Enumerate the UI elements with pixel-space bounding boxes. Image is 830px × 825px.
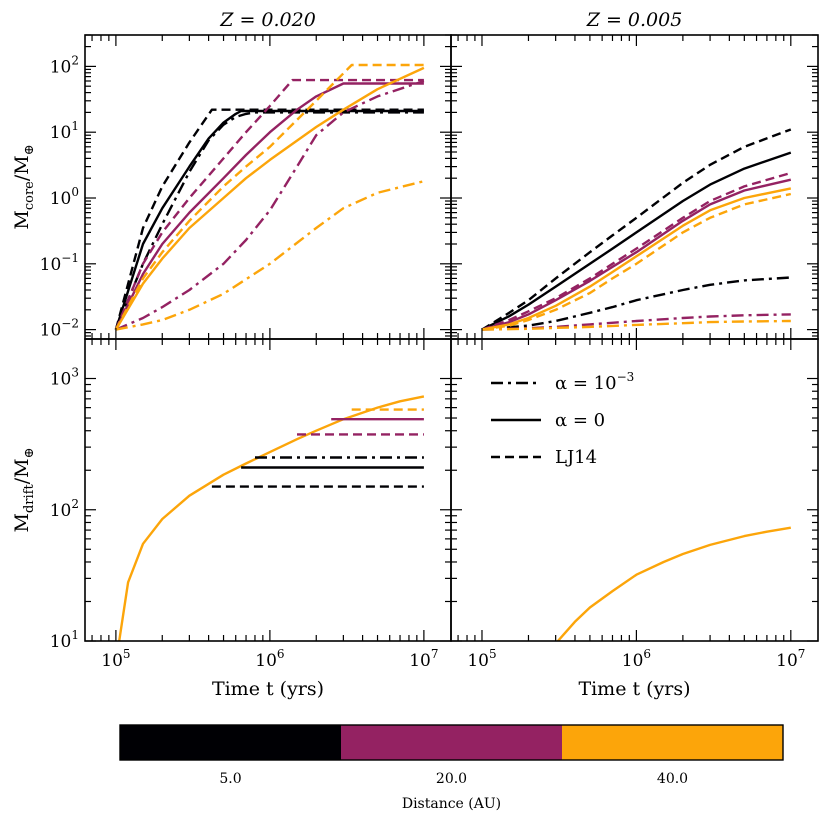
- colorbar-title: Distance (AU): [402, 796, 501, 812]
- series-core-z020-40.0-LJ14: [114, 63, 424, 331]
- series-core-z005-20.0-alpha=0: [481, 178, 792, 331]
- legend-label-dashdot: α = 10−3: [555, 370, 634, 394]
- series-drift-z020-all-drift: [118, 395, 425, 641]
- colorbar-tick-label-20.0: 20.0: [436, 771, 467, 787]
- x-tick-label-drift-z020: 107: [409, 647, 438, 671]
- series-core-z020-5.0-alpha=1e-3: [114, 111, 424, 331]
- series-core-z020-40.0-alpha=0: [114, 66, 425, 331]
- series-layer: [114, 63, 792, 641]
- x-tick-label-drift-z020: 105: [101, 647, 130, 671]
- series-core-z005-5.0-alpha=0: [481, 151, 792, 331]
- x-tick-label-drift-z020: 106: [255, 647, 284, 671]
- x-axis-title-drift-z005: Time t (yrs): [578, 678, 690, 700]
- y-tick-label-drift-z020: 101: [50, 628, 79, 652]
- series-core-z005-5.0-alpha=1e-3: [481, 276, 791, 331]
- x-tick-label-drift-z005: 106: [622, 647, 651, 671]
- x-tick-label-drift-z005: 105: [467, 647, 496, 671]
- panel-frame-drift-z005: [450, 338, 819, 642]
- series-core-z020-20.0-alpha=1e-3: [115, 79, 425, 331]
- series-core-z005-40.0-alpha=0: [481, 187, 792, 331]
- colorbar-frame: [119, 724, 784, 761]
- text-layer: 10−2 10−1 100 101 102 Z = 0.020 Mcore/M⊕ Z = 0.…: [11, 9, 805, 812]
- y-tick-label-drift-z020: 103: [50, 366, 79, 390]
- y-tick-label-core-z020: 102: [50, 53, 79, 77]
- series-core-z020-5.0-alpha=0: [114, 109, 424, 330]
- colorbar-segment-40.0: [562, 725, 784, 760]
- series-core-z005-20.0-alpha=1e-3: [481, 313, 791, 331]
- legend-label-solid: α = 0: [555, 410, 605, 431]
- x-tick-label-drift-z005: 107: [776, 647, 805, 671]
- panel-title-core-z020: Z = 0.020: [219, 9, 316, 31]
- y-axis-title-drift-z020: Mdrift/M⊕: [11, 448, 37, 533]
- x-axis-title-drift-z020: Time t (yrs): [212, 678, 324, 700]
- series-core-z020-20.0-LJ14: [114, 78, 424, 331]
- series-core-z005-40.0-LJ14: [481, 192, 792, 331]
- legend-label-dashed: LJ14: [555, 447, 597, 468]
- colorbar-tick-label-5.0: 5.0: [219, 771, 241, 787]
- series-core-z020-20.0-alpha=0: [114, 82, 424, 331]
- panel-frame-drift-z020: [84, 338, 452, 642]
- series-core-z020-40.0-alpha=1e-3: [115, 180, 425, 331]
- y-tick-label-core-z020: 10−2: [40, 317, 79, 341]
- series-core-z020-5.0-LJ14: [114, 108, 424, 330]
- series-core-z005-40.0-alpha=1e-3: [481, 319, 791, 331]
- series-core-z005-20.0-LJ14: [481, 171, 792, 331]
- y-tick-label-core-z020: 101: [50, 119, 79, 143]
- y-tick-label-drift-z020: 102: [50, 497, 79, 521]
- series-core-z005-5.0-LJ14: [481, 128, 792, 331]
- axes-layer: [84, 34, 819, 761]
- colorbar-tick-label-40.0: 40.0: [657, 771, 688, 787]
- y-axis-title-core-z020: Mcore/M⊕: [11, 144, 37, 229]
- panel-title-core-z005: Z = 0.005: [586, 9, 683, 31]
- colorbar-segment-5.0: [120, 725, 342, 760]
- series-drift-z005-all-drift: [557, 526, 791, 641]
- y-tick-label-core-z020: 10−1: [40, 251, 79, 275]
- colorbar-segment-20.0: [341, 725, 563, 760]
- y-tick-label-core-z020: 100: [50, 185, 79, 209]
